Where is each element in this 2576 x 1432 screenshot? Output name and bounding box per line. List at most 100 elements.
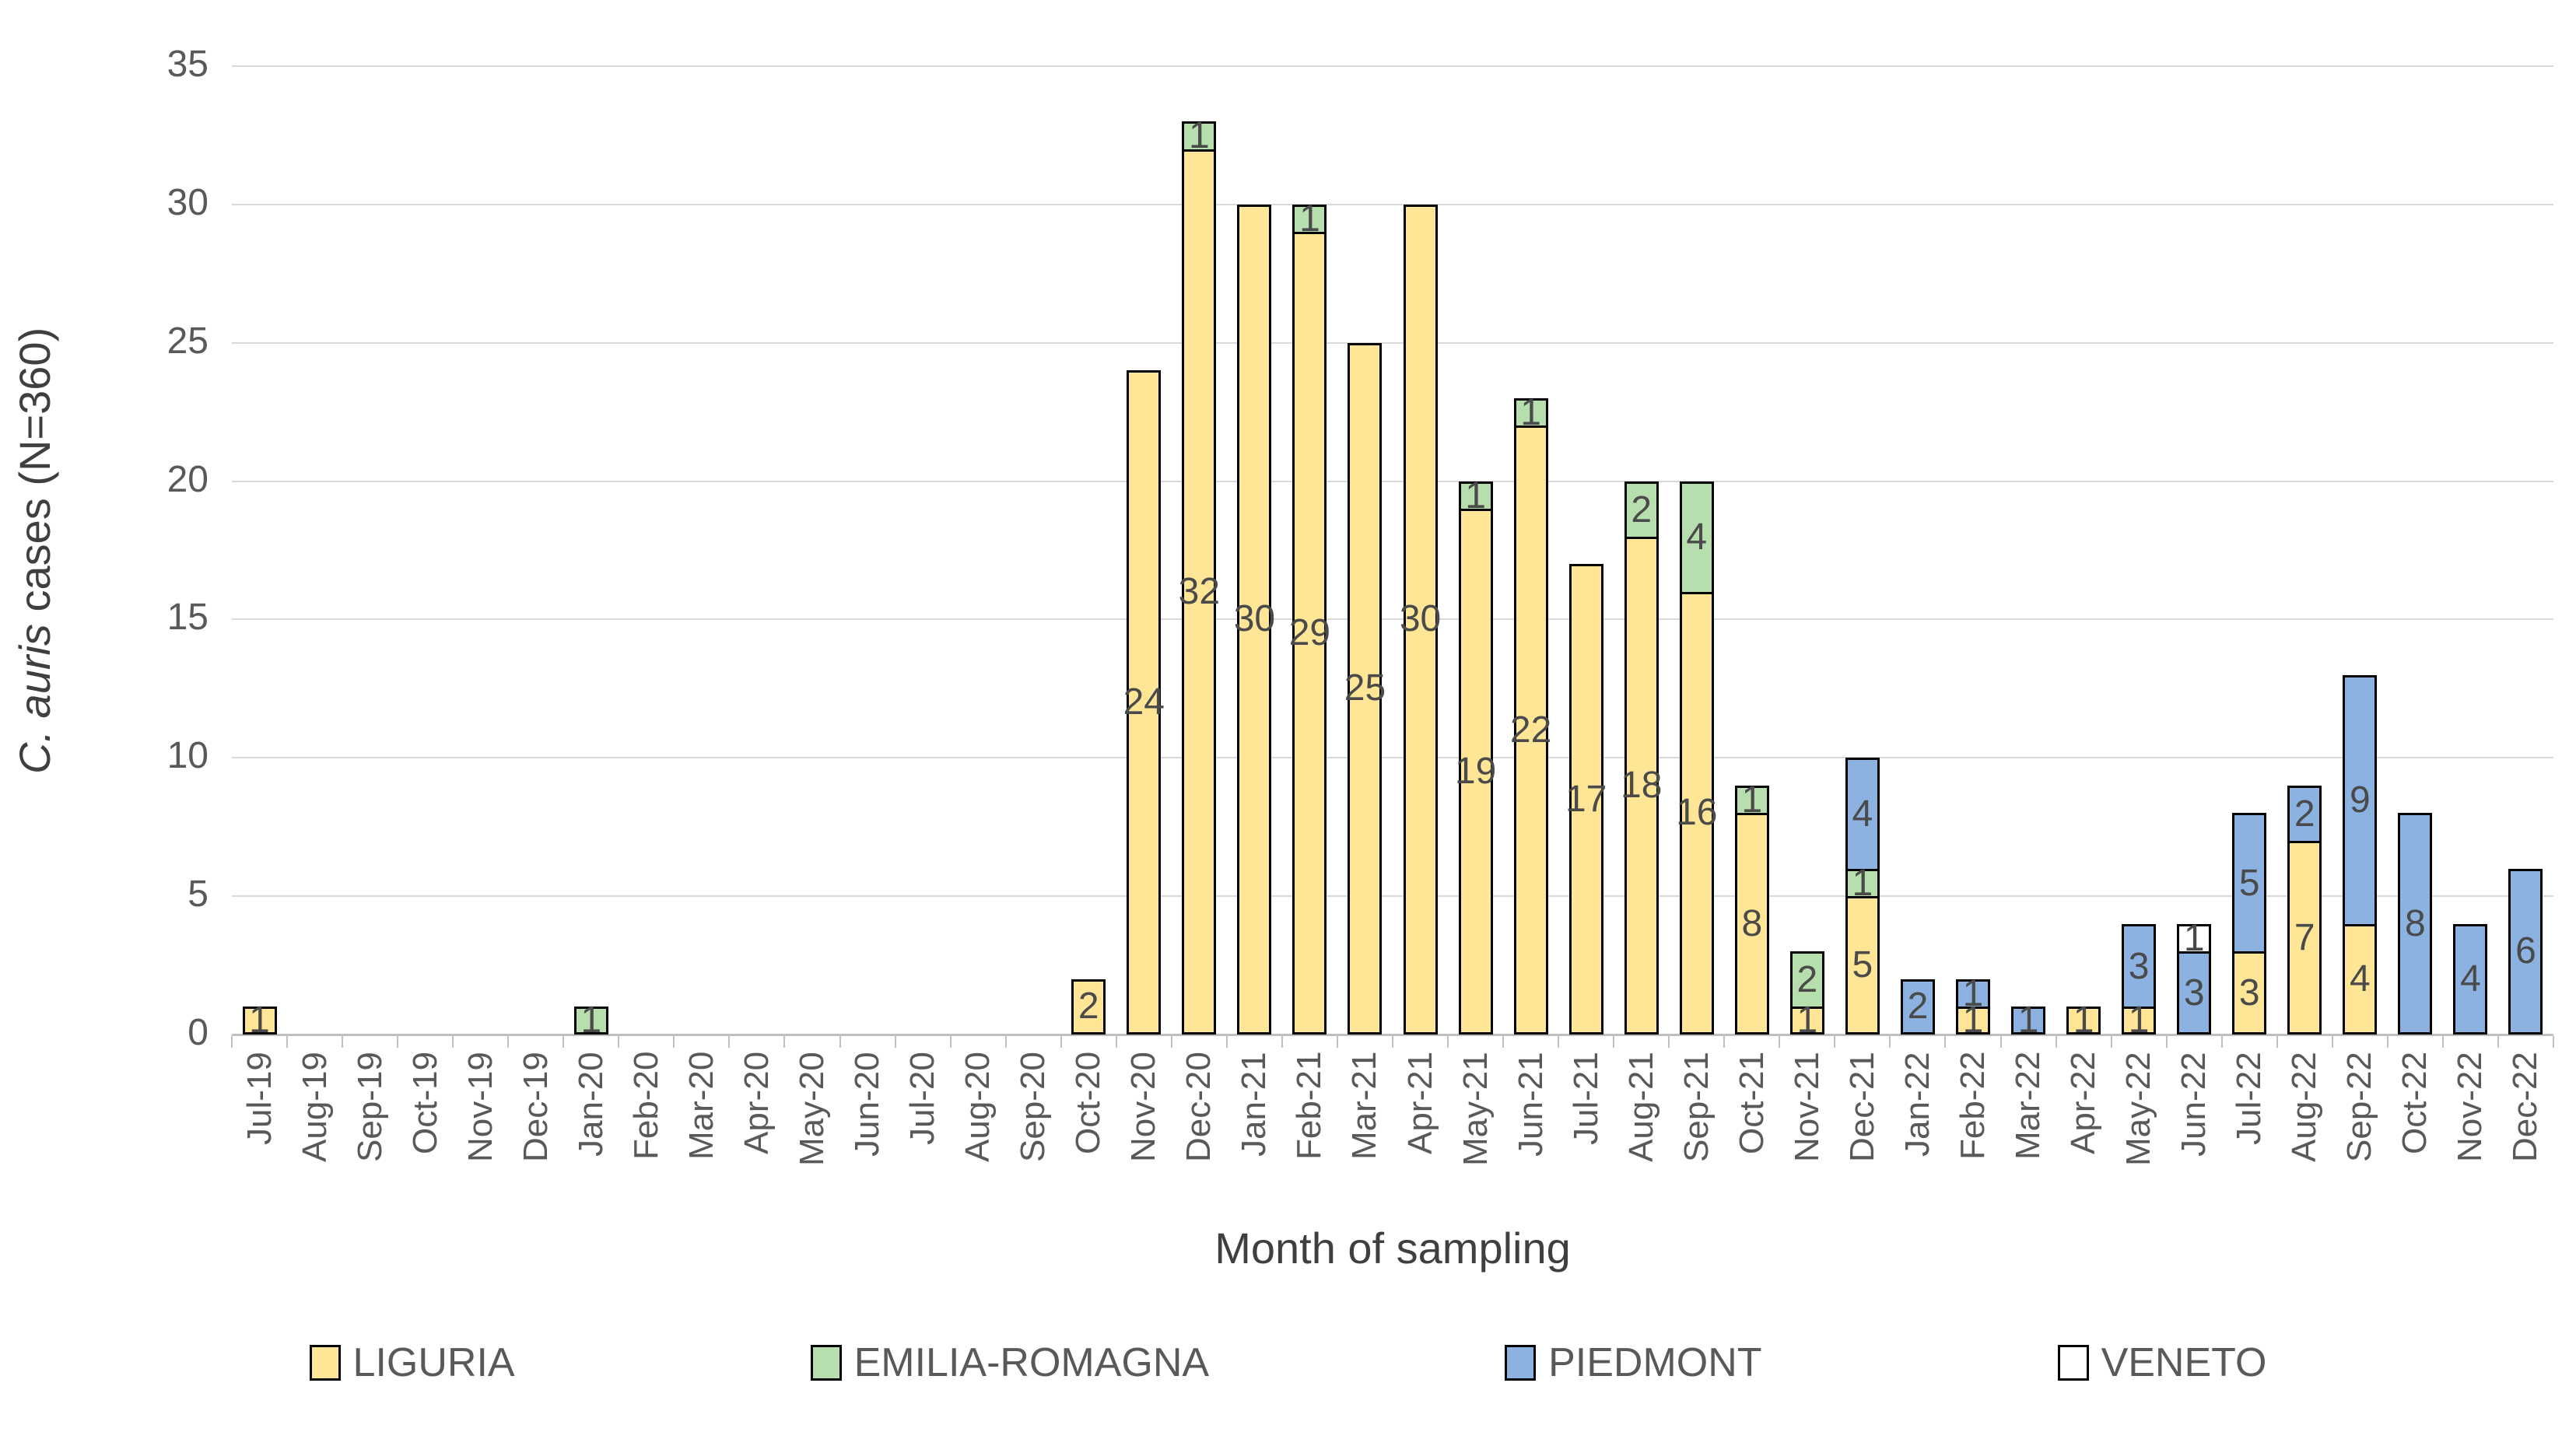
x-tick-label: Aug-19 bbox=[295, 1052, 334, 1162]
bar-value-label: 16 bbox=[1676, 792, 1718, 834]
x-tick-label: Mar-21 bbox=[1345, 1052, 1384, 1161]
y-tick-label: 25 bbox=[166, 320, 209, 362]
x-tick-label: May-22 bbox=[2119, 1052, 2158, 1166]
bar-value-label: 7 bbox=[2294, 916, 2315, 958]
x-tick-label: Nov-21 bbox=[1787, 1052, 1826, 1162]
bar-segment-liguria: 1 bbox=[1956, 1002, 1990, 1039]
y-tick-label: 10 bbox=[166, 735, 209, 777]
x-tick-mark bbox=[2553, 1036, 2554, 1048]
x-axis-line bbox=[232, 1034, 2553, 1036]
bar-value-label: 3 bbox=[2183, 972, 2205, 1014]
x-tick-label: Oct-20 bbox=[1069, 1052, 1108, 1155]
x-tick-label: Jan-20 bbox=[571, 1052, 610, 1157]
y-axis-title-regular: cases (N=360) bbox=[10, 327, 59, 624]
x-tick-mark bbox=[949, 1036, 952, 1048]
bar-value-label: 5 bbox=[2238, 862, 2260, 904]
bar-value-label: 1 bbox=[1962, 1000, 1984, 1042]
x-tick-mark bbox=[1392, 1036, 1393, 1048]
x-tick-label: May-21 bbox=[1456, 1052, 1495, 1166]
x-tick-mark bbox=[783, 1036, 786, 1048]
bar-segment-emilia-romagna: 1 bbox=[1513, 394, 1548, 432]
x-tick-mark bbox=[2497, 1036, 2499, 1048]
bar-segment-piedmont: 3 bbox=[2122, 923, 2157, 1010]
x-tick-label: Jan-22 bbox=[1898, 1052, 1936, 1157]
bar-segment-liguria: 7 bbox=[2287, 841, 2322, 1035]
x-tick-label: Jul-20 bbox=[903, 1052, 942, 1145]
legend-swatch-veneto bbox=[2057, 1345, 2089, 1381]
legend: LIGURIA EMILIA-ROMAGNA PIEDMONT VENETO bbox=[0, 1339, 2576, 1386]
x-tick-mark bbox=[342, 1036, 344, 1048]
x-tick-mark bbox=[2441, 1036, 2444, 1048]
legend-item-emilia-romagna: EMILIA-ROMAGNA bbox=[810, 1339, 1209, 1386]
y-axis-title-italic: C. auris bbox=[10, 623, 59, 774]
bar-segment-liguria: 30 bbox=[1234, 204, 1275, 1035]
x-tick-mark bbox=[839, 1036, 841, 1048]
bar-value-label: 25 bbox=[1344, 667, 1386, 709]
x-tick-mark bbox=[1502, 1036, 1505, 1048]
gridline bbox=[232, 757, 2553, 759]
bar-value-label: 32 bbox=[1178, 570, 1221, 612]
x-axis-title: Month of sampling bbox=[1214, 1224, 1571, 1273]
x-tick-label: Aug-22 bbox=[2285, 1052, 2324, 1162]
bar-segment-liguria: 32 bbox=[1179, 149, 1220, 1035]
x-tick-label: Sep-20 bbox=[1014, 1052, 1053, 1162]
x-tick-mark bbox=[1115, 1036, 1117, 1048]
x-tick-mark bbox=[1060, 1036, 1062, 1048]
bar-value-label: 1 bbox=[1299, 198, 1320, 240]
gridline bbox=[232, 618, 2553, 621]
x-tick-mark bbox=[1668, 1036, 1670, 1048]
bar-value-label: 2 bbox=[1796, 959, 1818, 1001]
bar-segment-liguria: 24 bbox=[1123, 370, 1165, 1035]
bar-value-label: 1 bbox=[1796, 1000, 1818, 1042]
bar-segment-piedmont: 4 bbox=[2453, 923, 2488, 1035]
bar-value-label: 1 bbox=[2073, 1000, 2094, 1042]
x-tick-mark bbox=[2331, 1036, 2333, 1048]
bar-segment-liguria: 18 bbox=[1621, 536, 1663, 1035]
x-tick-mark bbox=[1613, 1036, 1615, 1048]
x-tick-label: Jul-21 bbox=[1566, 1052, 1605, 1145]
bar-segment-liguria: 29 bbox=[1289, 232, 1330, 1035]
x-tick-label: Mar-22 bbox=[2009, 1052, 2048, 1161]
bar-segment-emilia-romagna: 1 bbox=[573, 1002, 608, 1039]
bar-segment-liguria: 17 bbox=[1565, 564, 1607, 1035]
x-tick-label: Nov-20 bbox=[1124, 1052, 1163, 1162]
legend-label: PIEDMONT bbox=[1548, 1340, 1762, 1385]
x-tick-label: Apr-21 bbox=[1400, 1052, 1439, 1155]
bar-value-label: 4 bbox=[1852, 793, 1873, 835]
bar-segment-piedmont: 4 bbox=[1845, 758, 1880, 871]
bar-value-label: 1 bbox=[580, 1000, 602, 1042]
bar-value-label: 17 bbox=[1565, 778, 1607, 820]
bar-value-label: 2 bbox=[2294, 793, 2315, 835]
x-tick-label: Sep-21 bbox=[1677, 1052, 1716, 1162]
bar-value-label: 19 bbox=[1454, 751, 1497, 793]
x-tick-label: Jul-19 bbox=[240, 1052, 279, 1145]
bar-segment-piedmont: 8 bbox=[2398, 813, 2433, 1035]
bar-value-label: 1 bbox=[2128, 1000, 2150, 1042]
x-tick-mark bbox=[1336, 1036, 1338, 1048]
x-tick-mark bbox=[563, 1036, 565, 1048]
bar-value-label: 8 bbox=[1741, 902, 1763, 944]
bar-segment-liguria: 22 bbox=[1510, 425, 1551, 1035]
x-tick-label: Apr-20 bbox=[737, 1052, 776, 1155]
x-tick-mark bbox=[894, 1036, 896, 1048]
bar-segment-emilia-romagna: 2 bbox=[1624, 481, 1659, 539]
x-tick-label: Nov-22 bbox=[2451, 1052, 2490, 1162]
gridline bbox=[232, 203, 2553, 205]
x-tick-mark bbox=[1723, 1036, 1726, 1048]
x-tick-mark bbox=[1170, 1036, 1172, 1048]
bar-value-label: 8 bbox=[2405, 902, 2426, 944]
x-tick-mark bbox=[1834, 1036, 1836, 1048]
bar-value-label: 24 bbox=[1123, 681, 1165, 723]
x-tick-mark bbox=[397, 1036, 399, 1048]
legend-item-veneto: VENETO bbox=[2057, 1339, 2266, 1386]
bar-value-label: 18 bbox=[1621, 764, 1663, 806]
bar-segment-liguria: 4 bbox=[2343, 923, 2378, 1035]
x-tick-label: Feb-22 bbox=[1954, 1052, 1992, 1161]
x-tick-label: Apr-22 bbox=[2064, 1052, 2103, 1155]
x-tick-mark bbox=[2276, 1036, 2278, 1048]
bar-value-label: 1 bbox=[249, 1000, 270, 1042]
x-tick-label: Oct-21 bbox=[1732, 1052, 1771, 1155]
gridline bbox=[232, 341, 2553, 344]
bar-segment-piedmont: 3 bbox=[2177, 951, 2212, 1035]
